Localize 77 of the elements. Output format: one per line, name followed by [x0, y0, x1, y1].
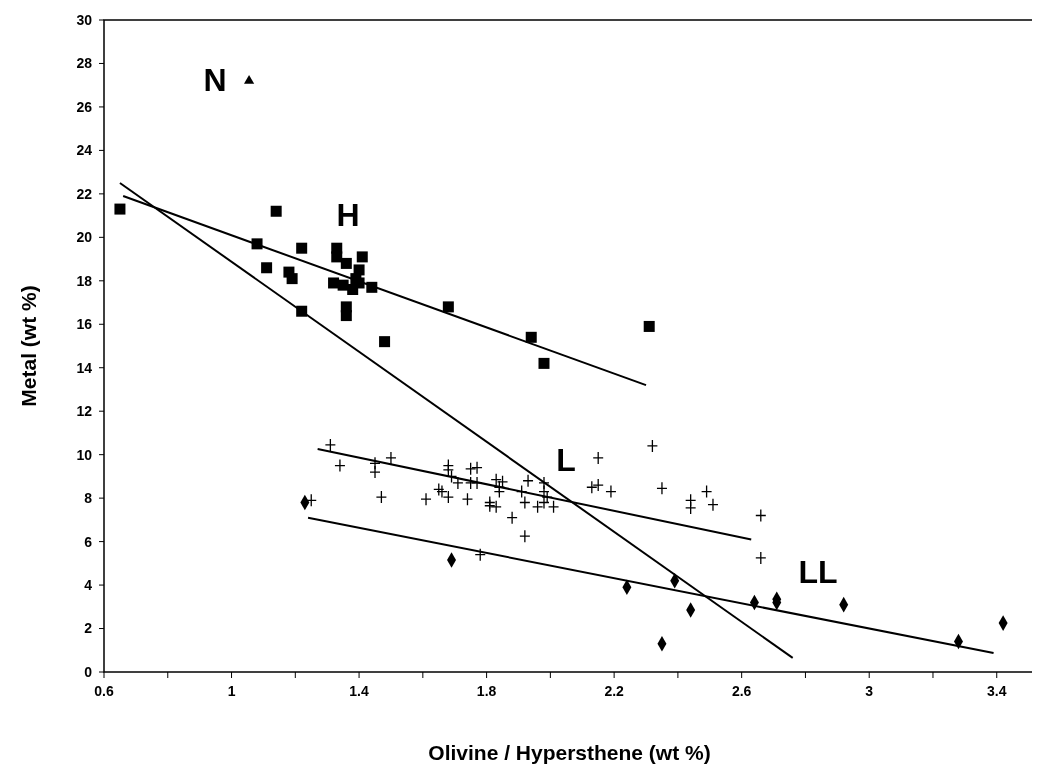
point — [646, 439, 659, 453]
point — [286, 273, 298, 285]
point — [531, 500, 544, 514]
point — [328, 277, 340, 289]
y-tick-label: 10 — [76, 446, 93, 463]
point — [506, 511, 518, 525]
point — [461, 492, 474, 506]
x-tick-label: 3 — [865, 683, 874, 699]
point — [586, 480, 598, 494]
point — [379, 336, 391, 348]
point — [700, 484, 713, 499]
x-tick-label: 0.6 — [94, 683, 114, 699]
point — [471, 461, 483, 475]
point — [605, 484, 617, 499]
annotation: H — [336, 197, 360, 234]
point — [547, 500, 560, 514]
x-tick-label: 1.4 — [349, 683, 370, 699]
point — [340, 257, 352, 269]
x-axis-title: Olivine / Hypersthene (wt %) — [428, 741, 711, 764]
point — [496, 475, 509, 489]
y-tick-label: 8 — [84, 490, 93, 507]
annotation: N — [203, 62, 227, 99]
point — [525, 331, 537, 343]
point — [331, 251, 343, 263]
point — [420, 492, 432, 506]
point — [270, 205, 282, 217]
point — [755, 508, 767, 523]
point — [324, 438, 337, 452]
y-tick-label: 4 — [84, 576, 93, 593]
point — [340, 310, 352, 322]
x-tick-label: 1.8 — [476, 683, 497, 699]
y-tick-label: 2 — [84, 620, 93, 637]
point — [385, 451, 397, 465]
x-tick-label: 1 — [227, 683, 236, 699]
y-tick-label: 20 — [76, 229, 93, 246]
point — [519, 495, 531, 510]
point — [243, 74, 255, 84]
point — [685, 501, 697, 515]
y-tick-label: 24 — [76, 142, 93, 159]
y-tick-label: 12 — [76, 403, 93, 420]
point — [375, 490, 388, 504]
point — [484, 499, 496, 513]
point — [592, 451, 604, 465]
point — [522, 474, 534, 488]
y-tick-label: 6 — [84, 533, 93, 550]
y-tick-label: 22 — [76, 185, 93, 202]
point — [538, 357, 550, 369]
point — [755, 551, 767, 565]
y-tick-label: 16 — [76, 316, 93, 333]
y-tick-label: 26 — [76, 98, 93, 115]
point — [369, 465, 381, 479]
point — [519, 529, 531, 543]
x-tick-label: 2.6 — [731, 683, 752, 699]
point — [356, 251, 368, 263]
point — [474, 547, 486, 562]
point — [656, 481, 668, 495]
point — [261, 262, 273, 274]
point — [465, 462, 477, 476]
y-tick-label: 30 — [76, 11, 93, 28]
y-tick-label: 0 — [84, 663, 93, 680]
x-tick-label: 2.2 — [604, 683, 625, 699]
point — [305, 493, 317, 507]
y-axis-title: Metal (wt %) — [17, 285, 40, 407]
x-tick-label: 3.4 — [987, 683, 1007, 699]
y-tick-label: 14 — [76, 359, 93, 376]
point — [707, 498, 719, 512]
point — [334, 458, 346, 473]
y-tick-label: 18 — [76, 272, 93, 289]
y-tick-label: 28 — [76, 55, 93, 72]
annotation: L — [556, 442, 576, 479]
annotation: LL — [798, 554, 838, 591]
point — [643, 320, 655, 332]
point — [592, 478, 604, 492]
point — [114, 203, 126, 215]
point — [538, 495, 550, 510]
point — [442, 301, 454, 313]
point — [296, 242, 308, 254]
